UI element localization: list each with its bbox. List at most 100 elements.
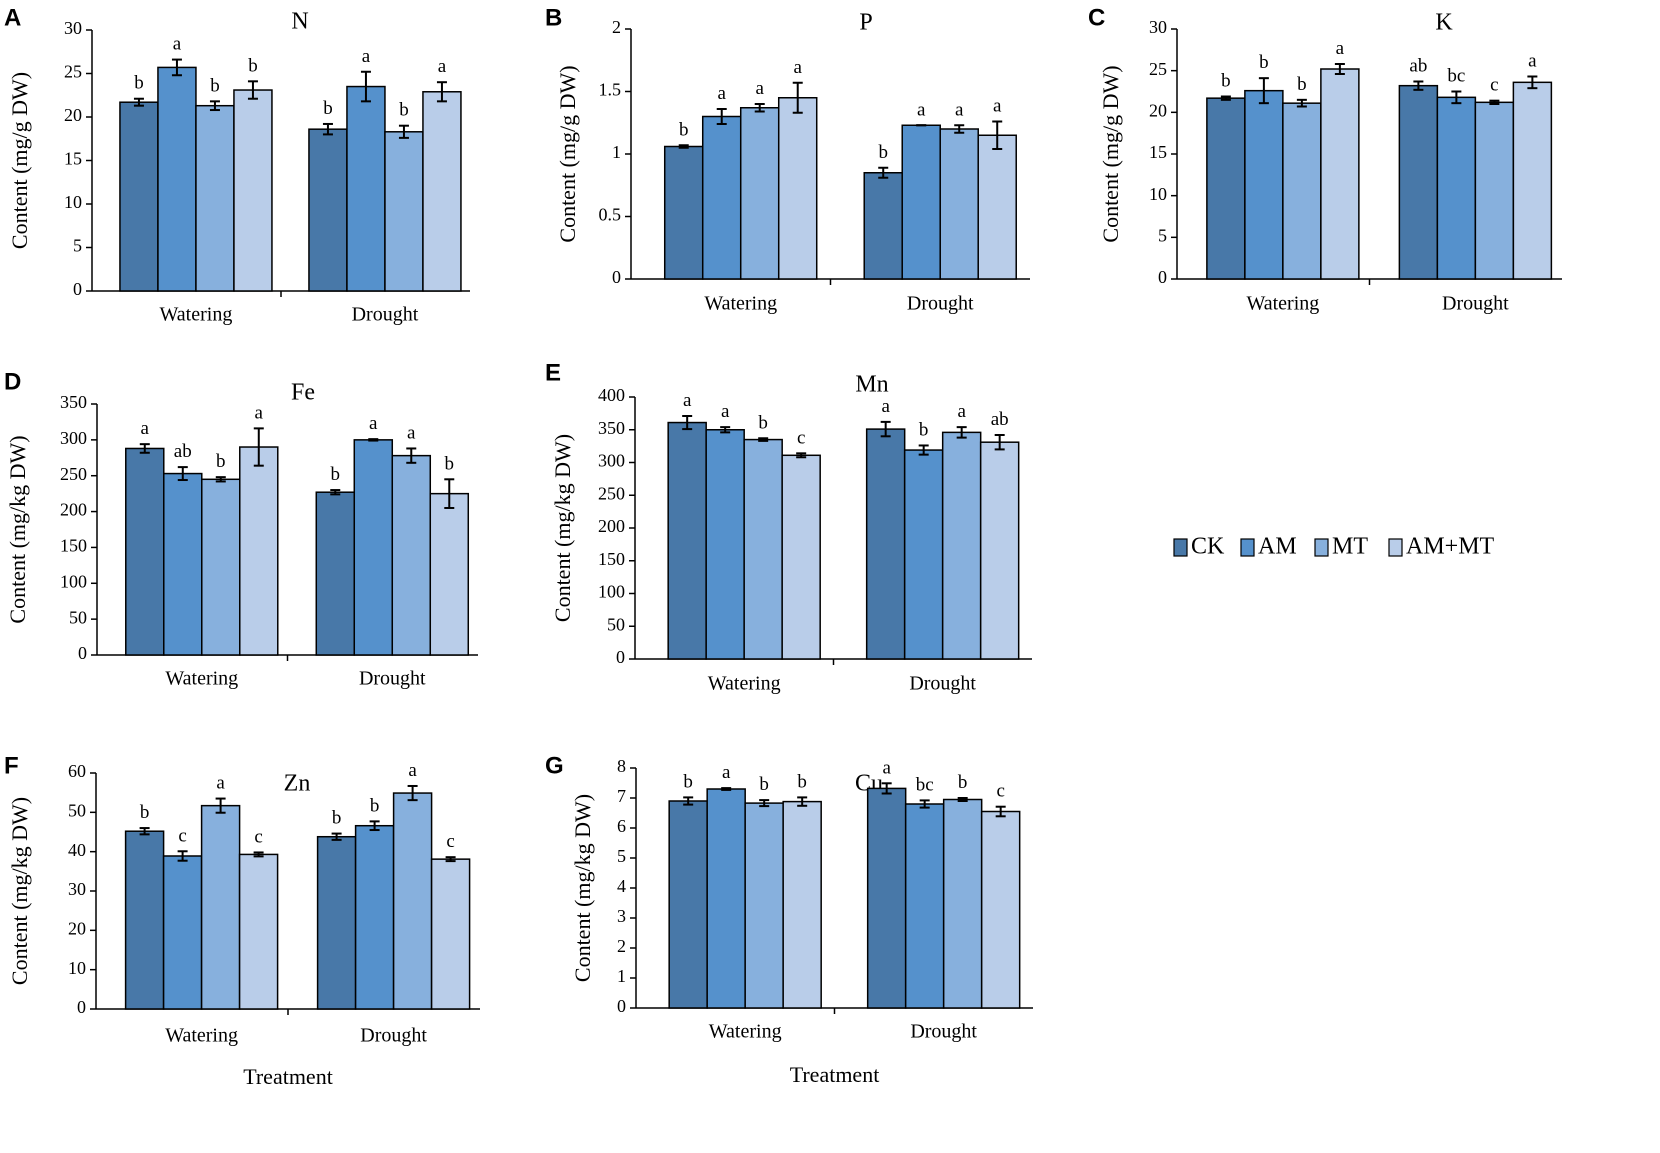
x-axis-title: Treatment xyxy=(243,1064,333,1089)
bar-am-mt xyxy=(430,858,471,1010)
significance-letter: b xyxy=(758,412,768,433)
significance-letter: a xyxy=(438,56,447,77)
bar-mt xyxy=(384,131,424,292)
legend-label: AM xyxy=(1258,534,1297,560)
x-category-label: Drought xyxy=(359,668,426,690)
bar-ck xyxy=(1206,97,1246,280)
significance-letter: ab xyxy=(991,409,1009,430)
panel-title: K xyxy=(1435,10,1453,36)
bar-am xyxy=(162,855,203,1010)
bar-am-mt xyxy=(782,800,822,1009)
x-category-label: Drought xyxy=(352,304,419,326)
x-category-label: Watering xyxy=(704,293,777,315)
panel-letter: B xyxy=(545,4,562,31)
y-tick-label: 350 xyxy=(598,418,625,438)
significance-letter: a xyxy=(369,413,378,434)
y-tick-label: 0 xyxy=(77,997,86,1017)
y-tick-label: 20 xyxy=(68,918,86,938)
bar-am-mt xyxy=(777,97,818,280)
bar-mt xyxy=(201,478,241,656)
y-tick-label: 0 xyxy=(617,996,626,1016)
y-tick-label: 50 xyxy=(69,607,87,627)
y-tick-label: 1.5 xyxy=(599,80,622,100)
bar-am-mt xyxy=(429,492,470,656)
bar-am-mt xyxy=(1320,68,1360,280)
x-category-label: Drought xyxy=(360,1025,427,1047)
y-tick-label: 2 xyxy=(617,936,626,956)
significance-letter: a xyxy=(756,78,765,99)
bar-ck xyxy=(1398,84,1439,280)
significance-letter: b xyxy=(370,795,380,816)
bar-am-mt xyxy=(239,446,279,656)
significance-letter: b xyxy=(331,464,341,485)
bar-mt xyxy=(195,104,235,292)
x-category-label: Watering xyxy=(708,673,781,695)
y-tick-label: 25 xyxy=(64,62,82,82)
bar-mt xyxy=(739,107,780,280)
significance-letter: b xyxy=(140,802,150,823)
y-tick-label: 1 xyxy=(612,142,621,162)
y-tick-label: 150 xyxy=(598,549,625,569)
significance-letter: a xyxy=(794,57,803,78)
significance-letter: c xyxy=(1490,75,1498,96)
panel-letter: E xyxy=(545,359,561,386)
bar-ck xyxy=(668,800,708,1009)
significance-letter: b xyxy=(759,774,769,795)
y-tick-label: 0.5 xyxy=(599,205,622,225)
legend-swatch xyxy=(1173,538,1188,557)
y-tick-label: 50 xyxy=(68,800,86,820)
bar-am xyxy=(1436,96,1477,280)
significance-letter: a xyxy=(993,96,1002,117)
y-tick-label: 7 xyxy=(617,786,626,806)
panel-letter: G xyxy=(545,752,564,779)
y-axis-label: Content (mg/kg DW) xyxy=(7,797,32,985)
y-tick-label: 0 xyxy=(616,647,625,667)
y-tick-label: 5 xyxy=(1158,225,1167,245)
bar-mt xyxy=(392,792,433,1010)
x-axis-title: Treatment xyxy=(790,1062,880,1087)
bar-ck xyxy=(863,172,903,280)
bar-am-mt xyxy=(422,91,462,292)
significance-letter: c xyxy=(797,427,805,448)
y-tick-label: 30 xyxy=(64,18,82,38)
significance-letter: b xyxy=(958,772,968,793)
y-axis-label: Content (mg/kg DW) xyxy=(550,434,575,622)
significance-letter: b xyxy=(683,771,693,792)
significance-letter: b xyxy=(216,451,226,472)
y-tick-label: 40 xyxy=(68,840,86,860)
y-axis-label: Content (mg/g DW) xyxy=(555,65,580,242)
significance-letter: bc xyxy=(916,774,934,795)
x-category-label: Watering xyxy=(1246,293,1319,315)
significance-letter: a xyxy=(173,34,182,55)
bar-mt xyxy=(942,798,983,1009)
significance-letter: ab xyxy=(174,441,192,462)
legend-swatch xyxy=(1314,538,1329,557)
y-axis-label: Content (mg/kg DW) xyxy=(570,794,595,982)
x-category-label: Watering xyxy=(160,304,233,326)
panel-letter: A xyxy=(4,4,21,31)
x-category-label: Drought xyxy=(910,1021,977,1043)
panel-letter: D xyxy=(4,368,21,395)
bar-am-mt xyxy=(1512,81,1553,280)
y-tick-label: 0 xyxy=(612,267,621,287)
y-tick-label: 8 xyxy=(617,756,626,776)
y-tick-label: 400 xyxy=(598,385,625,405)
y-tick-label: 2 xyxy=(612,17,621,37)
bar-am-mt xyxy=(977,134,1017,280)
bar-am xyxy=(701,115,742,280)
significance-letter: a xyxy=(362,46,371,67)
y-tick-label: 30 xyxy=(1149,17,1167,37)
bar-ck xyxy=(667,421,707,660)
legend-label: MT xyxy=(1332,534,1368,560)
bar-ck xyxy=(663,145,704,280)
significance-letter: a xyxy=(255,402,264,423)
y-tick-label: 50 xyxy=(607,614,625,634)
bar-mt xyxy=(743,438,783,660)
significance-letter: b xyxy=(445,453,455,474)
panel-title: Fe xyxy=(291,380,315,406)
significance-letter: b xyxy=(134,73,144,94)
y-tick-label: 10 xyxy=(68,958,86,978)
y-tick-label: 5 xyxy=(73,236,82,256)
y-tick-label: 20 xyxy=(64,105,82,125)
